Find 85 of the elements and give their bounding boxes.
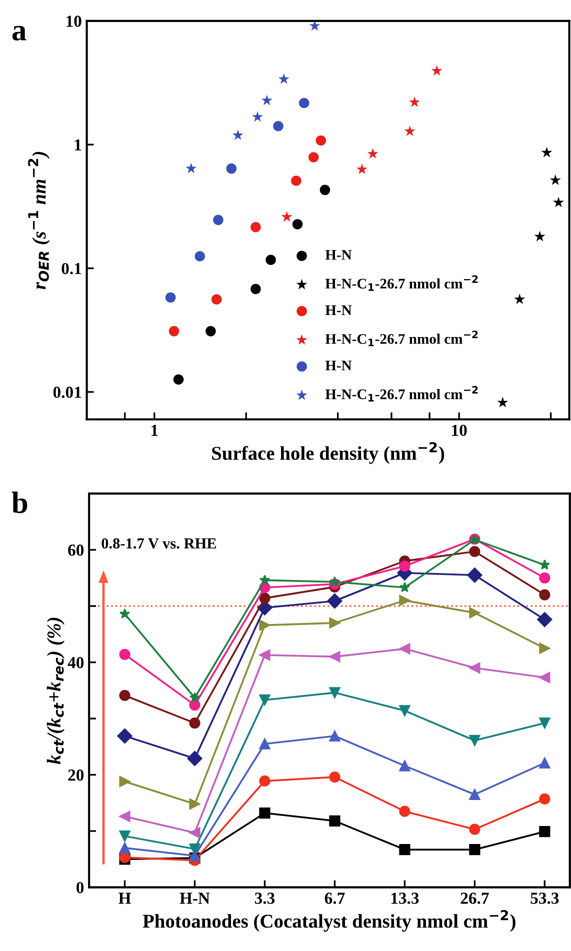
point: [539, 672, 550, 684]
x-tick-label: H: [118, 892, 131, 904]
point: [539, 757, 550, 769]
point: [469, 824, 480, 835]
legend-label: H-N-C$_{1}$-26.7 nmol cm$^{−2}$: [325, 330, 478, 346]
point: [187, 750, 202, 766]
point: [189, 843, 200, 855]
point: [189, 798, 200, 810]
legend-label: H-N-C$_{1}$-26.7 nmol cm$^{−2}$: [325, 275, 478, 291]
point: [259, 694, 270, 706]
legend-label: H-N: [325, 250, 352, 260]
legend-label: H-N-C$_{1}$-26.7 nmol cm$^{−2}$: [325, 386, 478, 402]
point: [539, 717, 550, 729]
y-tick-label: 0.1: [62, 262, 82, 274]
y-axis-title: k$_{ct}$/(k$_{ct}$+k$_{rec}$) (%): [46, 618, 65, 764]
point: [119, 776, 130, 788]
x-tick-label: H-N: [180, 892, 210, 904]
point: [189, 699, 200, 711]
point: [189, 692, 200, 702]
point: [469, 546, 480, 558]
point: [117, 728, 132, 744]
point: [399, 594, 410, 606]
point: [119, 690, 130, 702]
point: [189, 717, 200, 729]
x-tick-label: 53.3: [530, 892, 559, 904]
point: [329, 651, 340, 662]
point: [399, 760, 410, 772]
y-axis-title: r$_{OER}$ (s$^{−1}$ nm$^{−2}$): [28, 152, 50, 290]
point: [259, 649, 270, 661]
annotation: 0.8-1.7 V vs. RHE: [102, 538, 216, 549]
point: [259, 738, 270, 750]
x-tick-label: 3.3: [254, 892, 275, 904]
x-tick-label: 6.7: [324, 892, 345, 904]
x-tick-label: 26.7: [460, 892, 489, 904]
point: [327, 593, 342, 609]
chart-title: a: [12, 26, 26, 41]
point: [539, 642, 550, 654]
point: [119, 648, 130, 660]
point: [329, 576, 340, 586]
y-tick-label: 40: [68, 657, 84, 668]
point: [539, 793, 550, 805]
y-tick-label: 10: [66, 16, 82, 27]
x-axis-title: Surface hole density (nm$^{−2}$): [212, 442, 444, 464]
point: [399, 560, 410, 572]
point: [399, 844, 410, 856]
point: [119, 608, 130, 619]
y-tick-label: 1: [74, 139, 82, 150]
point: [329, 617, 340, 628]
y-tick-label: 0.01: [53, 386, 82, 398]
point: [537, 612, 552, 628]
point: [539, 589, 550, 600]
point: [469, 607, 480, 618]
point: [189, 827, 200, 838]
point: [259, 574, 270, 585]
point: [539, 826, 550, 838]
legend-label: H-N: [325, 360, 352, 370]
point: [329, 730, 340, 742]
point: [259, 807, 270, 819]
point: [399, 643, 410, 654]
point: [329, 687, 340, 698]
point: [399, 806, 410, 817]
x-tick-label: 13.3: [391, 892, 419, 904]
point: [469, 662, 480, 674]
point: [539, 572, 550, 584]
point: [329, 771, 340, 783]
point: [259, 775, 270, 787]
point: [329, 815, 340, 826]
chart-title: b: [12, 492, 28, 514]
legend-label: H-N: [325, 305, 352, 315]
point: [539, 559, 550, 570]
point: [119, 810, 130, 822]
point: [259, 592, 270, 604]
y-tick-label: 60: [68, 544, 84, 556]
point: [467, 568, 482, 583]
point: [119, 830, 130, 842]
point: [399, 705, 410, 716]
point: [259, 620, 270, 631]
point: [399, 582, 410, 592]
point: [469, 844, 480, 856]
y-tick-label: 20: [68, 769, 84, 781]
point: [469, 788, 480, 800]
y-tick-label: 0: [76, 882, 84, 894]
point: [469, 734, 480, 746]
x-axis-title: Photoanodes (Cocatalyst density nmol cm$^{−2}$): [142, 910, 516, 932]
point: [119, 842, 130, 854]
